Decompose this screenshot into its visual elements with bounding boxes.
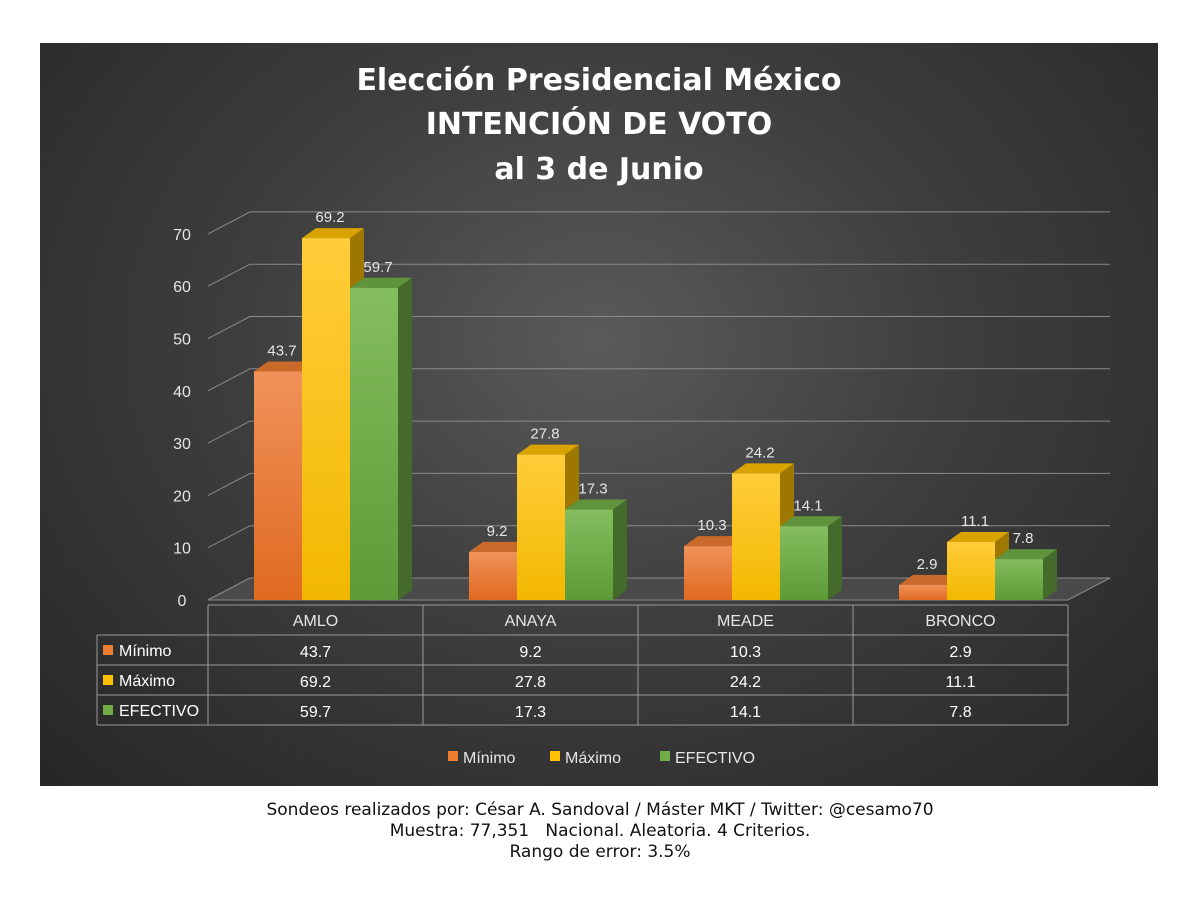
legend: Mínimo Máximo EFECTIVO [448, 750, 755, 767]
bar-top [302, 228, 364, 239]
bar-amlo-2 [350, 287, 398, 600]
table-cell: 7.8 [949, 704, 971, 721]
chart-title: Elección Presidencial México INTENCIÓN D… [356, 63, 841, 187]
table-cell: 24.2 [730, 674, 761, 691]
gridline [207, 368, 1110, 392]
y-tick-label: 10 [173, 541, 191, 558]
bar-amlo-1 [302, 238, 350, 601]
gridline [207, 263, 1110, 287]
data-label: 43.7 [267, 342, 296, 359]
bar-bronco-1 [947, 541, 995, 600]
bar-anaya-1 [517, 454, 565, 600]
bar-top [684, 536, 746, 547]
title-line-3: al 3 de Junio [494, 152, 703, 187]
data-label: 7.8 [1013, 530, 1034, 547]
data-label: 59.7 [363, 259, 392, 276]
bar-top [469, 541, 531, 552]
bar-top [350, 277, 412, 288]
gridline [207, 472, 1110, 496]
legend-key [103, 645, 113, 655]
footer-error-range: Rango de error: 3.5% [509, 842, 691, 862]
bar-top [565, 499, 627, 510]
row-header: EFECTIVO [119, 703, 199, 720]
table-cell: 59.7 [300, 704, 331, 721]
bar-side [398, 277, 412, 600]
category-label: MEADE [717, 613, 774, 630]
table-cell: 69.2 [300, 674, 331, 691]
table-cell: 14.1 [730, 704, 761, 721]
legend-swatch [550, 751, 560, 761]
title-line-1: Elección Presidencial México [356, 63, 841, 98]
title-line-2: INTENCIÓN DE VOTO [426, 105, 773, 142]
bars [254, 228, 1057, 601]
bar-top [254, 361, 316, 372]
legend-key [103, 705, 113, 715]
bar-meade-1 [732, 473, 780, 600]
table-cell: 27.8 [515, 674, 546, 691]
data-label: 24.2 [745, 444, 774, 461]
data-label: 2.9 [917, 556, 938, 573]
y-tick-label: 0 [178, 593, 187, 610]
bar-meade-0 [684, 546, 732, 600]
data-table: AMLO ANAYA MEADE BRONCO Mínimo 43.7 9.2 10.3 2.9… [96, 604, 1069, 726]
grid-lines [207, 211, 1111, 601]
legend-label: EFECTIVO [675, 750, 755, 767]
bar-anaya-2 [565, 509, 613, 600]
bar-chart: Elección Presidencial México INTENCIÓN D… [96, 63, 1111, 767]
legend-label: Mínimo [463, 750, 516, 767]
data-label: 17.3 [578, 481, 607, 498]
gridline [207, 211, 1110, 235]
bar-top [899, 574, 961, 585]
table-cell: 9.2 [519, 644, 541, 661]
row-header: Máximo [119, 673, 175, 690]
bar-bronco-2 [995, 559, 1043, 600]
table-cell: 17.3 [515, 704, 546, 721]
table-cell: 2.9 [949, 644, 971, 661]
bar-side [613, 499, 627, 600]
y-tick-label: 50 [173, 332, 191, 349]
data-label: 11.1 [961, 513, 989, 530]
table-cell: 11.1 [946, 674, 976, 691]
footer-credits: Sondeos realizados por: César A. Sandova… [266, 800, 934, 820]
data-label: 27.8 [530, 426, 559, 443]
bar-top [947, 531, 1009, 542]
chart-panel: Elección Presidencial México INTENCIÓN D… [40, 43, 1158, 786]
bar-top [517, 444, 579, 455]
gridline [207, 420, 1110, 444]
data-labels: 43.7 69.2 59.7 9.2 27.8 17.3 10.3 24.2 14.1 2.9 11… [267, 209, 1033, 573]
bar-side [828, 516, 842, 600]
footer-sample: Muestra: 77,351 Nacional. Aleatoria. 4 C… [389, 821, 811, 841]
legend-swatch [448, 751, 458, 761]
y-tick-label: 40 [173, 384, 191, 401]
bar-side [1043, 549, 1057, 600]
table-cell: 43.7 [300, 644, 331, 661]
data-label: 69.2 [315, 209, 344, 226]
category-label: ANAYA [505, 613, 557, 630]
bar-amlo-0 [254, 371, 302, 600]
category-label: BRONCO [925, 613, 995, 630]
legend-label: Máximo [565, 750, 621, 767]
y-tick-label: 30 [173, 436, 191, 453]
y-axis-ticks: 0 10 20 30 40 50 60 70 [173, 227, 191, 610]
footer-notes: Sondeos realizados por: César A. Sandova… [0, 800, 1200, 863]
gridline [207, 316, 1110, 339]
bar-top [780, 516, 842, 527]
row-header: Mínimo [119, 643, 172, 660]
y-tick-label: 20 [173, 488, 191, 505]
data-label: 14.1 [793, 497, 822, 514]
data-label: 9.2 [487, 523, 508, 540]
category-label: AMLO [293, 613, 338, 630]
bar-top [732, 463, 794, 474]
bar-meade-2 [780, 526, 828, 600]
data-label: 10.3 [697, 517, 726, 534]
y-tick-label: 70 [173, 227, 191, 244]
legend-swatch [660, 751, 670, 761]
bar-anaya-0 [469, 551, 517, 600]
y-tick-label: 60 [173, 279, 191, 296]
legend-key [103, 675, 113, 685]
table-cell: 10.3 [730, 644, 761, 661]
bar-bronco-0 [899, 584, 947, 600]
bar-top [995, 549, 1057, 560]
